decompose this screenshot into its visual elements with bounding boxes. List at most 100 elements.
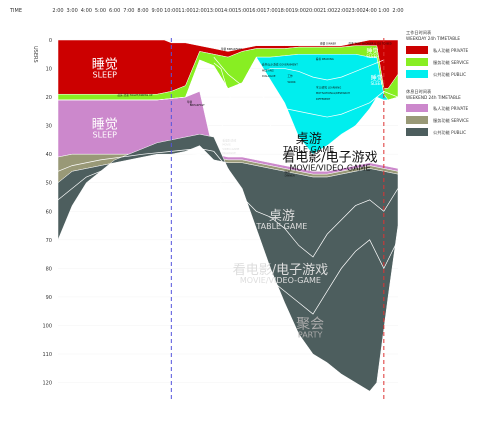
- y-tick-label: 10: [46, 67, 52, 73]
- y-tick-label: 90: [46, 295, 52, 301]
- area-boundary-line: [213, 108, 285, 164]
- area-label-cn: 看电影/电子游戏: [233, 262, 328, 278]
- y-tick-label: 30: [46, 124, 52, 130]
- area-label-cn: 睡觉: [92, 118, 118, 133]
- weekday-legend-label: 服务功能 SERVICE: [433, 59, 469, 66]
- y-tick-label: 50: [46, 181, 52, 187]
- area-label-cn: 睡觉: [366, 47, 378, 55]
- legend-weekend-head-cn: 休息日时间表: [406, 88, 432, 95]
- x-tick-label: 10:00: [164, 8, 178, 14]
- weekend-legend-swatch: [406, 128, 428, 136]
- x-tick-label: 1:00: [378, 8, 389, 14]
- area-boundary-line: [213, 56, 399, 118]
- y-tick-label: 40: [46, 152, 52, 158]
- weekend-areas: [57, 91, 399, 392]
- x-tick-label: 9:00: [152, 8, 163, 14]
- x-tick-label: 20:00: [306, 8, 320, 14]
- activity-label: 工作: [288, 74, 294, 78]
- area-label-en: MOVIE/VIDEO-GAME: [240, 276, 321, 285]
- area-label-en: SLEEP: [371, 81, 384, 86]
- area-label-en: TABLE GAME: [282, 145, 334, 154]
- area-boundary-line: [241, 59, 384, 84]
- y-tick-label: 80: [46, 266, 52, 272]
- weekday-legend-swatch: [406, 46, 428, 54]
- area-label-cn: 聚会: [296, 316, 324, 332]
- weekend-legend-label: 服务功能 SERVICE: [433, 117, 469, 124]
- area-label-en: TABLE GAME: [255, 222, 307, 231]
- legend-weekend-head-en: WEEKEND 24h TIMETABLE: [406, 95, 461, 100]
- x-tick-label: 16:00: [249, 8, 263, 14]
- activity-label: MOVIE: [222, 143, 231, 147]
- x-tick-label: 12:00: [192, 8, 206, 14]
- weekday-legend-swatch: [406, 70, 428, 78]
- activity-label: 早餐: [187, 100, 193, 104]
- area-label-cn: 桌游: [296, 132, 322, 147]
- activity-label: 早餐 BREAKFAST: [221, 47, 242, 51]
- y-tick-label: 120: [42, 381, 52, 387]
- y-tick-label: 70: [46, 238, 52, 244]
- activity-label: VIDEO-GAME: [222, 147, 239, 151]
- x-tick-label: 2:00: [392, 8, 403, 14]
- activity-label: 看电影/游戏: [222, 138, 236, 142]
- activity-label: DIALOGUE: [262, 74, 276, 78]
- y-tick-label: 20: [46, 95, 52, 101]
- weekend-legend-swatch: [406, 104, 428, 112]
- activity-label: 洗漱 TAKE SHOWER & GO TO BED: [348, 41, 391, 45]
- boundary-lines: [57, 56, 399, 315]
- x-tick-label: 8:00: [137, 8, 148, 14]
- weekday-legend-label: 公共功能 PUBLIC: [433, 71, 466, 78]
- area-boundary-line: [57, 153, 399, 315]
- x-tick-label: 7:00: [123, 8, 134, 14]
- area-label-cn: 看电影/电子游戏: [282, 149, 377, 165]
- x-tick-label: 5:00: [95, 8, 106, 14]
- y-tick-label: 60: [46, 209, 52, 215]
- x-tick-label: 23:00: [348, 8, 362, 14]
- activity-label: BREAKFAST: [190, 103, 205, 107]
- x-tick-label: 2:00: [52, 8, 63, 14]
- weekend-area-public: [57, 133, 399, 392]
- y-tick-label: 0: [49, 38, 52, 44]
- activity-label: DINNER: [285, 173, 295, 177]
- legend-weekday-head-en: WEEKDAY 24h TIMETABLE: [406, 36, 460, 41]
- y-tick-label: 110: [42, 352, 52, 358]
- area-label-cn: 桌游: [269, 209, 295, 224]
- x-tick-label: 18:00: [277, 8, 291, 14]
- area-label-en: SLEEP: [93, 71, 118, 80]
- area-label-en: MOVIE/VIDEO-GAME: [289, 163, 370, 172]
- activity-label: 看书 READING: [316, 57, 334, 61]
- weekday-legend-swatch: [406, 58, 428, 66]
- activity-label: 看书/玩小游戏 GOVERNMENT: [262, 63, 298, 67]
- activity-label: 晚餐: [285, 170, 291, 174]
- activity-label: DIFFERENT: [316, 97, 331, 101]
- x-tick-label: 4:00: [81, 8, 92, 14]
- x-tick-label: 11:00: [178, 8, 192, 14]
- activity-label: 晚餐 DINNER: [320, 41, 336, 45]
- activity-label: WORK: [288, 80, 296, 84]
- time-markers: [170, 38, 385, 400]
- x-tick-label: 21:00: [320, 8, 334, 14]
- area-label-cn: 睡觉: [371, 74, 383, 82]
- x-tick-label: 3:00: [67, 8, 78, 14]
- legend-weekday-head-cn: 工作日时间表: [406, 29, 432, 36]
- weekend-legend-label: 私人功能 PRIVATE: [433, 105, 468, 112]
- x-tick-label: 15:00: [235, 8, 249, 14]
- area-boundary-line: [57, 148, 399, 258]
- area-boundary-line: [213, 62, 399, 161]
- x-tick-labels: 2:00 3:00 4:00 5:00 6:00 7:00 8:00 9:00 10:00 11:…: [52, 8, 403, 14]
- area-label-cn: 睡觉: [92, 58, 118, 73]
- x-tick-label: 24:00: [362, 8, 376, 14]
- y-tick-labels: 0 10 20 30 40 50 60 70 80 90 100 110 120: [42, 38, 52, 387]
- weekday-legend-label: 私人功能 PRIVATE: [433, 47, 468, 54]
- activity-label: DIALOGUE: [222, 151, 236, 155]
- area-label-en: PARTY: [298, 330, 323, 339]
- x-tick-label: 14:00: [221, 8, 235, 14]
- activity-label: MOTIVATIONAL/RESEARCH: [316, 91, 350, 95]
- activity-label: 学习/研究 LEARNING: [316, 86, 341, 90]
- x-tick-label: 17:00: [263, 8, 277, 14]
- area-label-en: SLEEP: [93, 131, 118, 140]
- x-tick-label: 6:00: [109, 8, 120, 14]
- legend: 工作日时间表 WEEKDAY 24h TIMETABLE 私人功能 PRIVAT…: [406, 29, 469, 136]
